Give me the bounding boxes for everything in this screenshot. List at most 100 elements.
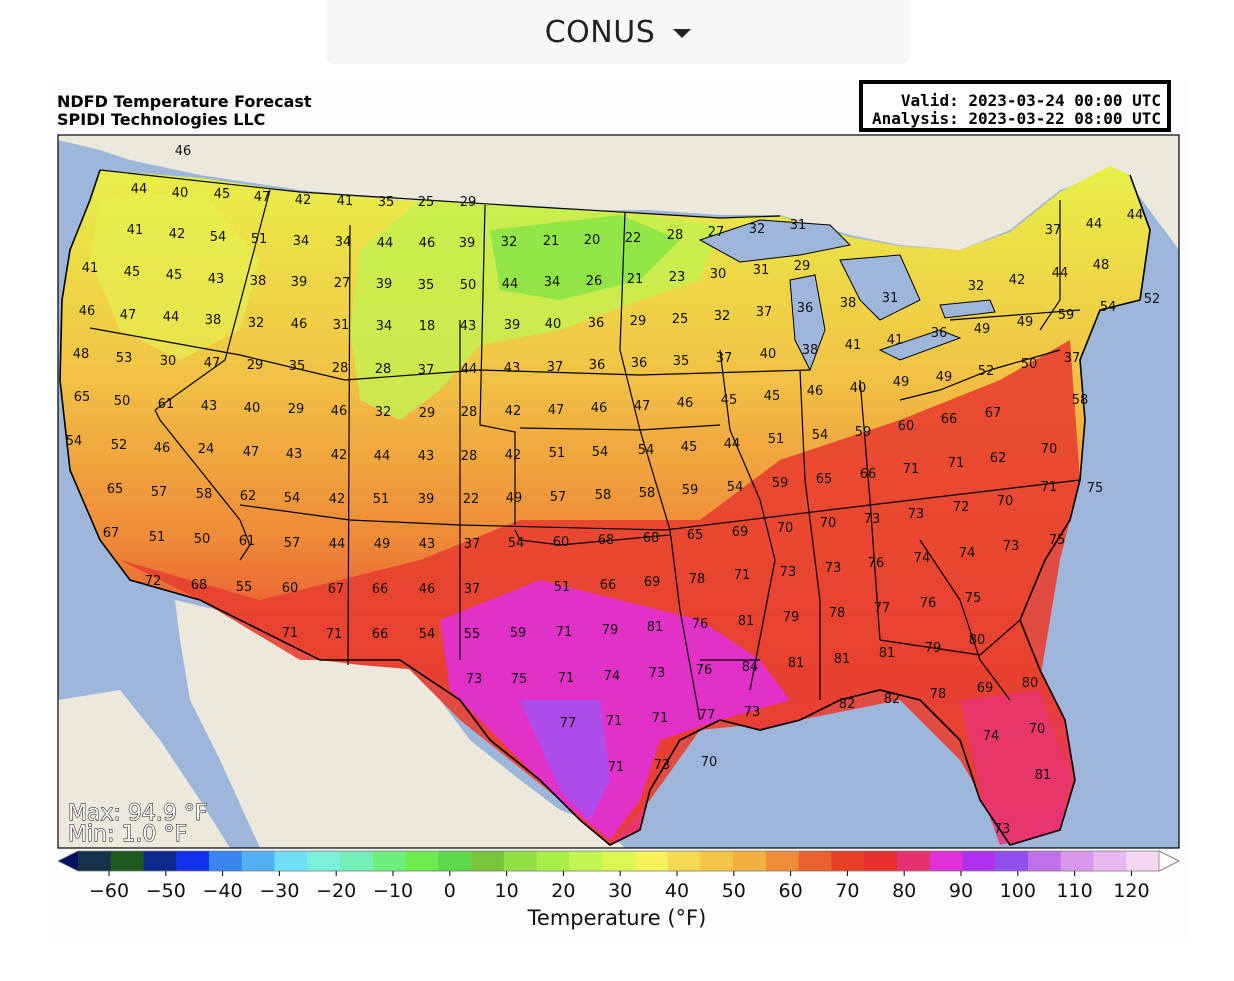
analysis-time: Analysis: 2023-03-22 08:00 UTC <box>872 109 1161 128</box>
coastline <box>59 169 1151 846</box>
temperature-label: 29 <box>288 402 305 417</box>
temperature-label: 52 <box>978 364 995 379</box>
lake-huron <box>839 254 921 321</box>
west-cool-region <box>90 190 260 360</box>
temperature-label: 43 <box>419 537 436 552</box>
temperature-label: 76 <box>692 617 709 632</box>
temperature-label: 45 <box>166 268 183 283</box>
temperature-label: 65 <box>107 482 124 497</box>
colorbar-min-arrow <box>58 851 78 871</box>
min-temperature: Min: 1.0 °F <box>68 822 187 847</box>
temperature-label: 42 <box>331 448 348 463</box>
temperature-label: 66 <box>372 582 389 597</box>
temperature-label: 81 <box>1035 768 1052 783</box>
temperature-label: 28 <box>461 449 478 464</box>
temperature-label: 75 <box>965 591 982 606</box>
temperature-label: 52 <box>1144 292 1161 307</box>
temperature-label: 67 <box>328 582 345 597</box>
temperature-label: 37 <box>1064 351 1081 366</box>
temperature-label: 44 <box>131 182 148 197</box>
temperature-label: 81 <box>834 652 851 667</box>
temperature-label: 66 <box>941 412 958 427</box>
colorbar-bin <box>340 851 374 871</box>
temperature-label: 29 <box>794 259 811 274</box>
temperature-label: 71 <box>606 714 623 729</box>
temperature-label: 47 <box>243 445 260 460</box>
temperature-label: 74 <box>983 729 1000 744</box>
temperature-label: 81 <box>647 620 664 635</box>
temperature-label: 41 <box>127 223 144 238</box>
temperature-label: 48 <box>1093 258 1110 273</box>
temperature-label: 22 <box>625 231 642 246</box>
temperature-label: 66 <box>860 467 877 482</box>
temperature-label: 40 <box>545 317 562 332</box>
colorbar-bin <box>78 851 112 871</box>
temperature-label: 27 <box>708 225 725 240</box>
max-temperature: Max: 94.9 °F <box>68 801 208 826</box>
temperature-label: 49 <box>974 322 991 337</box>
temperature-label: 68 <box>191 578 208 593</box>
temperature-label: 38 <box>802 343 819 358</box>
temperature-label: 32 <box>714 309 731 324</box>
temperature-label: 73 <box>780 565 797 580</box>
temperature-label: 34 <box>335 235 352 250</box>
temperature-label: 35 <box>378 195 395 210</box>
colorbar-bin <box>1027 851 1062 871</box>
temperature-label: 62 <box>240 489 257 504</box>
temperature-label: 27 <box>334 276 351 291</box>
colorbar-bin <box>569 851 603 871</box>
colorbar-tick-label: −20 <box>316 880 356 902</box>
temperature-label: 54 <box>66 434 83 449</box>
temperature-label: 36 <box>931 326 948 341</box>
temperature-label: 71 <box>652 711 669 726</box>
temperature-label: 81 <box>738 614 755 629</box>
temperature-label: 42 <box>295 193 312 208</box>
temperature-label: 61 <box>158 397 175 412</box>
colorbar-bin <box>995 851 1029 871</box>
temperature-label: 57 <box>550 490 567 505</box>
temperature-label: 32 <box>248 316 265 331</box>
temperature-label: 73 <box>654 758 671 773</box>
temperature-label: 40 <box>850 381 867 396</box>
temperature-label: 59 <box>510 626 527 641</box>
temperature-label: 54 <box>727 480 744 495</box>
temperature-label: 69 <box>977 681 994 696</box>
temperature-label: 57 <box>284 536 301 551</box>
temperature-label: 51 <box>251 232 268 247</box>
temperature-label: 70 <box>997 494 1014 509</box>
colorbar-bin <box>274 851 308 871</box>
colorbar-bin <box>209 851 243 871</box>
colorbar-tick-label: −30 <box>259 880 299 902</box>
temperature-label: 37 <box>464 537 481 552</box>
temperature-label: 58 <box>196 487 213 502</box>
region-selector-dropdown[interactable]: CONUS <box>326 0 910 64</box>
temperature-label: 41 <box>337 194 354 209</box>
temperature-label: 40 <box>760 347 777 362</box>
temperature-label: 54 <box>638 443 655 458</box>
colorbar-bin <box>634 851 669 871</box>
temperature-label: 44 <box>724 437 741 452</box>
temperature-label: 59 <box>772 476 789 491</box>
temperature-label: 81 <box>788 656 805 671</box>
temperature-label: 29 <box>247 358 264 373</box>
temperature-label: 73 <box>994 822 1011 837</box>
hot-texas-region <box>440 580 790 840</box>
colorbar-tick-label: 30 <box>608 880 632 902</box>
colorbar-bin <box>405 851 439 871</box>
temperature-label: 41 <box>887 333 904 348</box>
temperature-label: 45 <box>764 389 781 404</box>
temperature-label: 39 <box>291 275 308 290</box>
temperature-label: 69 <box>644 575 661 590</box>
temperature-label: 35 <box>289 359 306 374</box>
temperature-label: 42 <box>1009 273 1026 288</box>
temperature-label: 29 <box>630 314 647 329</box>
temperature-label: 46 <box>419 582 436 597</box>
temperature-label: 73 <box>825 561 842 576</box>
south-florida-region <box>960 690 1070 845</box>
temperature-label: 39 <box>376 277 393 292</box>
colorbar-tick-label: 50 <box>722 880 746 902</box>
temperature-label: 78 <box>689 572 706 587</box>
temperature-label: 47 <box>254 190 271 205</box>
temperature-label: 58 <box>1072 393 1089 408</box>
